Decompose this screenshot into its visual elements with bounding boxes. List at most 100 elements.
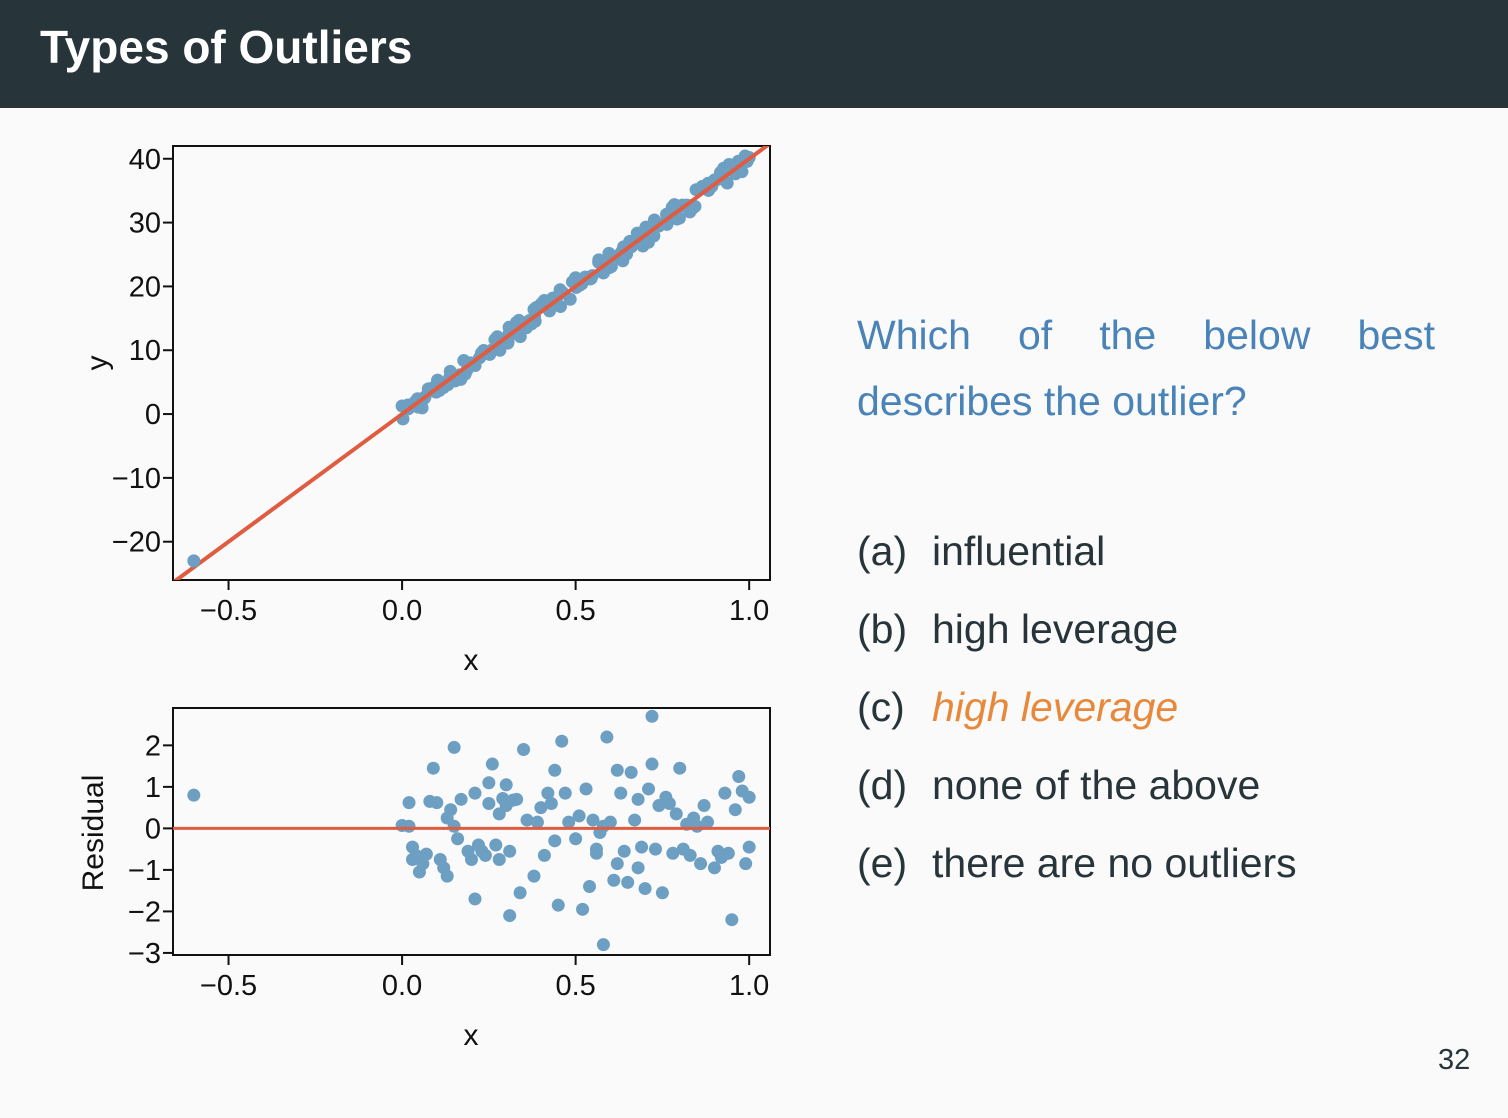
residual-point bbox=[739, 857, 753, 871]
option-text: there are no outliers bbox=[932, 840, 1297, 886]
residual-point bbox=[503, 844, 517, 858]
residual-point bbox=[683, 848, 697, 862]
residual-point bbox=[725, 913, 739, 927]
residual-point bbox=[610, 857, 624, 871]
option-label: (a) bbox=[857, 528, 908, 574]
option-text: none of the above bbox=[932, 762, 1261, 808]
title-bar: Types of Outliers bbox=[0, 0, 1508, 108]
residual-point bbox=[534, 801, 548, 815]
residual-point bbox=[579, 782, 593, 796]
residual-point bbox=[707, 861, 721, 875]
residual-point bbox=[541, 786, 555, 800]
residual-point bbox=[482, 796, 496, 810]
residual-points bbox=[187, 709, 756, 952]
residual-point bbox=[485, 757, 499, 771]
option-e[interactable]: (e) there are no outliers bbox=[857, 830, 1297, 908]
residual-point bbox=[555, 734, 569, 748]
residual-point bbox=[548, 763, 562, 777]
residual-point bbox=[572, 809, 586, 823]
slide-title: Types of Outliers bbox=[40, 21, 413, 73]
residual-point bbox=[447, 819, 461, 833]
option-text: high leverage bbox=[932, 606, 1179, 652]
residual-point bbox=[728, 803, 742, 817]
residual-point bbox=[419, 847, 433, 861]
option-b[interactable]: (b) high leverage bbox=[857, 596, 1297, 674]
residual-xlabel: x bbox=[464, 1019, 479, 1052]
residual-point bbox=[478, 848, 492, 862]
option-label: (d) bbox=[857, 762, 908, 808]
residual-point bbox=[527, 869, 541, 883]
residual-outlier-point bbox=[187, 788, 201, 802]
x-tick-label: 0.5 bbox=[555, 595, 595, 627]
residual-point bbox=[583, 880, 597, 894]
option-c[interactable]: (c) high leverage bbox=[857, 674, 1297, 752]
residual-point bbox=[402, 819, 416, 833]
data-point bbox=[563, 292, 577, 306]
fit-line bbox=[173, 146, 770, 580]
y-tick-label: 30 bbox=[129, 208, 161, 240]
y-tick-label: −1 bbox=[128, 855, 161, 887]
residual-point bbox=[742, 790, 756, 804]
outlier-point bbox=[187, 554, 201, 568]
option-label: (e) bbox=[857, 840, 908, 886]
option-d[interactable]: (d) none of the above bbox=[857, 752, 1297, 830]
residual-point bbox=[558, 786, 572, 800]
question-text: Which of the below best describes the ou… bbox=[857, 312, 1435, 424]
y-tick-label: −20 bbox=[112, 527, 161, 559]
x-tick-label: 0.0 bbox=[382, 970, 422, 1002]
residual-point bbox=[638, 882, 652, 896]
residual-point bbox=[589, 846, 603, 860]
residual-point bbox=[669, 807, 683, 821]
residual-point bbox=[701, 815, 715, 829]
y-tick-label: 40 bbox=[129, 144, 161, 176]
residual-point bbox=[513, 886, 527, 900]
residual-point bbox=[600, 730, 614, 744]
scatter-xlabel: x bbox=[464, 644, 479, 677]
option-text: influential bbox=[932, 528, 1106, 574]
y-tick-label: 20 bbox=[129, 271, 161, 303]
residual-point bbox=[492, 853, 506, 867]
residual-point bbox=[544, 796, 558, 810]
residual-point bbox=[645, 709, 659, 723]
residual-point bbox=[537, 848, 551, 862]
residual-point bbox=[517, 743, 531, 757]
residual-point bbox=[631, 792, 645, 806]
residual-point bbox=[465, 853, 478, 867]
residual-point bbox=[520, 813, 534, 827]
residual-point bbox=[482, 776, 496, 790]
option-a[interactable]: (a) influential bbox=[857, 518, 1297, 596]
residual-point bbox=[645, 757, 659, 771]
residual-point bbox=[499, 778, 513, 792]
scatter-ylabel: y bbox=[81, 356, 114, 371]
y-tick-label: −2 bbox=[128, 896, 161, 928]
residual-point bbox=[596, 938, 610, 952]
residual-point bbox=[548, 834, 562, 848]
residual-point bbox=[624, 765, 638, 779]
residual-point bbox=[631, 861, 645, 875]
y-tick-label: 0 bbox=[145, 813, 161, 845]
residual-point bbox=[468, 892, 482, 906]
x-tick-label: −0.5 bbox=[200, 595, 257, 627]
residual-point bbox=[489, 838, 503, 852]
residual-point bbox=[721, 846, 735, 860]
residual-point bbox=[451, 832, 465, 846]
residual-point bbox=[666, 846, 680, 860]
residual-point bbox=[607, 873, 621, 887]
residual-point bbox=[586, 813, 600, 827]
x-tick-label: 0.0 bbox=[382, 595, 422, 627]
residual-point bbox=[562, 815, 576, 829]
residual-point bbox=[468, 786, 482, 800]
residual-point bbox=[655, 886, 669, 900]
residual-point bbox=[621, 875, 635, 889]
data-point bbox=[553, 300, 567, 314]
residual-point bbox=[430, 796, 444, 810]
residual-point bbox=[648, 842, 662, 856]
residual-point bbox=[402, 796, 416, 810]
residual-point bbox=[440, 869, 454, 883]
residual-point bbox=[718, 786, 732, 800]
residual-point bbox=[510, 792, 524, 806]
x-tick-label: −0.5 bbox=[200, 970, 257, 1002]
x-tick-label: 1.0 bbox=[729, 595, 769, 627]
residual-point bbox=[447, 740, 461, 754]
